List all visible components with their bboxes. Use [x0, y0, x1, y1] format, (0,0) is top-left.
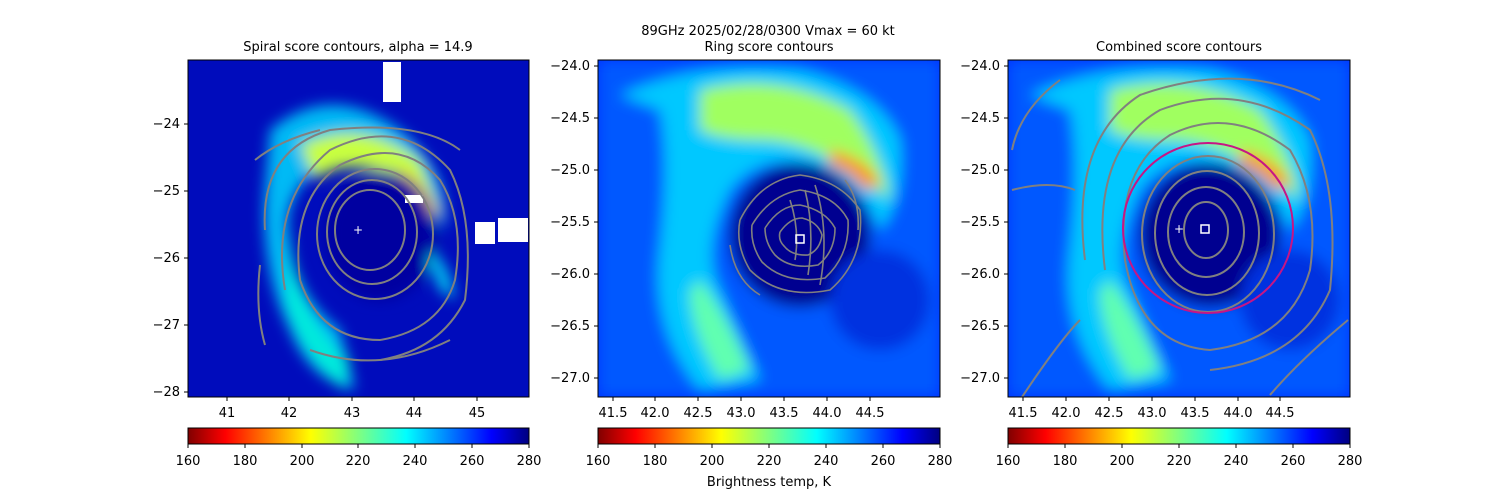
panel-ring: Ring score contours — [550, 40, 952, 490]
y-tick-label: −24 — [153, 117, 180, 132]
colorbar-tick-label: 160 — [996, 454, 1021, 469]
panel-ring-heatmap — [598, 60, 940, 397]
colorbar-label: Brightness temp, K — [707, 475, 832, 490]
panel-ring-title: Ring score contours — [704, 40, 833, 55]
x-tick-label: 41.5 — [1009, 406, 1038, 421]
panel-combined-title: Combined score contours — [1096, 40, 1262, 55]
figure-suptitle: 89GHz 2025/02/28/0300 Vmax = 60 kt — [641, 24, 895, 39]
colorbar-tick-label: 180 — [233, 454, 258, 469]
colorbar-tick-label: 180 — [1053, 454, 1078, 469]
colorbar-tick-label: 280 — [928, 454, 953, 469]
y-tick-label: −25.5 — [960, 215, 1000, 230]
panel-combined-colorbar: 160 180 200 220 240 260 280 — [996, 427, 1363, 469]
y-tick-label: −24.0 — [960, 59, 1000, 74]
y-tick-label: −25 — [153, 184, 180, 199]
panel-spiral-y-ticks: −24 −25 −26 −27 −28 — [153, 117, 188, 400]
colorbar-tick-label: 260 — [460, 454, 485, 469]
x-tick-label: 43.5 — [770, 406, 799, 421]
y-tick-label: −26.0 — [550, 267, 590, 282]
x-tick-label: 42.0 — [1052, 406, 1081, 421]
x-tick-label: 42.0 — [641, 406, 670, 421]
x-tick-label: 42.5 — [684, 406, 713, 421]
center-marker-square-icon — [795, 234, 805, 244]
panel-ring-y-ticks: −24.0 −24.5 −25.0 −25.5 −26.0 −26.5 −27.… — [550, 59, 598, 386]
colorbar-tick-label: 240 — [403, 454, 428, 469]
x-tick-label: 42 — [281, 406, 298, 421]
colorbar-tick-label: 160 — [176, 454, 201, 469]
y-tick-label: −27.0 — [960, 371, 1000, 386]
center-marker-plus-icon: + — [353, 223, 363, 237]
panel-spiral-heatmap: + — [188, 60, 529, 397]
y-tick-label: −28 — [153, 385, 180, 400]
y-tick-label: −24.5 — [960, 111, 1000, 126]
center-marker-square-icon — [1200, 224, 1210, 234]
y-tick-label: −26.5 — [550, 319, 590, 334]
colorbar-tick-label: 200 — [290, 454, 315, 469]
y-tick-label: −26 — [153, 251, 180, 266]
y-tick-label: −24.5 — [550, 111, 590, 126]
panel-combined: Combined score contours — [960, 40, 1362, 469]
colorbar-tick-label: 240 — [814, 454, 839, 469]
panel-combined-y-ticks: −24.0 −24.5 −25.0 −25.5 −26.0 −26.5 −27.… — [960, 59, 1008, 386]
colorbar-tick-label: 160 — [586, 454, 611, 469]
y-tick-label: −27.0 — [550, 371, 590, 386]
x-tick-label: 43.5 — [1181, 406, 1210, 421]
center-marker-plus-icon: + — [1174, 222, 1184, 236]
x-tick-label: 44.0 — [813, 406, 842, 421]
panel-spiral-title: Spiral score contours, alpha = 14.9 — [243, 40, 472, 55]
colorbar-tick-label: 220 — [757, 454, 782, 469]
y-tick-label: −26.5 — [960, 319, 1000, 334]
colorbar-tick-label: 200 — [700, 454, 725, 469]
x-tick-label: 44.0 — [1224, 406, 1253, 421]
colorbar-tick-label: 280 — [517, 454, 542, 469]
panel-ring-x-ticks: 41.5 42.0 42.5 43.0 43.5 44.0 44.5 — [599, 397, 885, 421]
x-tick-label: 44.5 — [1266, 406, 1295, 421]
ring-fit-circle — [1122, 142, 1294, 314]
x-tick-label: 44 — [406, 406, 423, 421]
colorbar-tick-label: 200 — [1110, 454, 1135, 469]
x-tick-label: 44.5 — [856, 406, 885, 421]
colorbar-tick-label: 240 — [1224, 454, 1249, 469]
x-tick-label: 41 — [219, 406, 236, 421]
x-tick-label: 45 — [469, 406, 486, 421]
y-tick-label: −25.5 — [550, 215, 590, 230]
panel-combined-x-ticks: 41.5 42.0 42.5 43.0 43.5 44.0 44.5 — [1009, 397, 1295, 421]
panel-spiral-colorbar: 160 180 200 220 240 260 280 — [176, 427, 542, 469]
colorbar-tick-label: 220 — [1167, 454, 1192, 469]
colorbar-tick-label: 280 — [1338, 454, 1363, 469]
panel-combined-frame — [1007, 59, 1351, 398]
panel-spiral-frame — [187, 59, 530, 398]
y-tick-label: −24.0 — [550, 59, 590, 74]
x-tick-label: 41.5 — [599, 406, 628, 421]
x-tick-label: 43.0 — [1138, 406, 1167, 421]
panel-combined-heatmap: + — [1008, 60, 1350, 397]
y-tick-label: −27 — [153, 318, 180, 333]
y-tick-label: −25.0 — [960, 163, 1000, 178]
panel-spiral: Spiral score contours, alpha = 14.9 — [153, 40, 542, 469]
colorbar-tick-label: 260 — [871, 454, 896, 469]
x-tick-label: 42.5 — [1095, 406, 1124, 421]
x-tick-label: 43.0 — [727, 406, 756, 421]
panel-ring-colorbar: 160 180 200 220 240 260 280 Brightness t… — [586, 427, 953, 490]
panel-ring-frame — [597, 59, 941, 398]
colorbar-tick-label: 220 — [346, 454, 371, 469]
x-tick-label: 43 — [344, 406, 361, 421]
y-tick-label: −25.0 — [550, 163, 590, 178]
y-tick-label: −26.0 — [960, 267, 1000, 282]
colorbar-tick-label: 260 — [1281, 454, 1306, 469]
colorbar-tick-label: 180 — [643, 454, 668, 469]
panel-spiral-x-ticks: 41 42 43 44 45 — [219, 397, 486, 421]
